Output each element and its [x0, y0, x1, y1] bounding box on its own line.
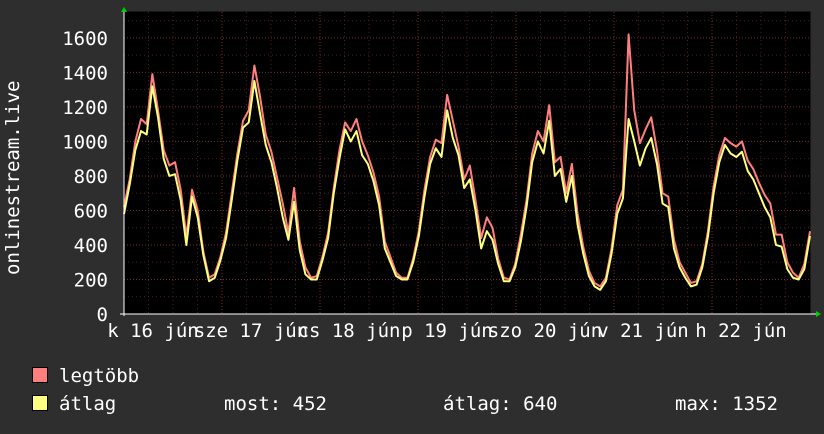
legend-label-max: legtöbb: [59, 365, 140, 387]
y-tick-label: 400: [74, 235, 108, 257]
y-tick-label: 1200: [62, 97, 108, 119]
x-tick-label: szo 20 jún: [488, 320, 602, 342]
y-tick-label: 1000: [62, 131, 108, 153]
plot-area: [123, 11, 811, 315]
x-tick-label: v 21 jún: [597, 320, 689, 342]
legend-swatch-max: [32, 367, 48, 383]
y-tick-label: 1400: [62, 62, 108, 84]
y-tick-label: 0: [97, 304, 108, 326]
y-axis-arrow: [121, 7, 127, 12]
y-axis-title: onlinestream.live: [2, 81, 24, 275]
stat-current: most: 452: [224, 393, 327, 415]
x-tick-label: cs 18 jún: [298, 320, 401, 342]
stat-average: átlag: 640: [443, 393, 558, 415]
x-tick-label: h 22 jún: [695, 320, 787, 342]
legend-row-avg: átlag most: 452 átlag: 640 max: 1352: [32, 390, 812, 418]
stat-max: max: 1352: [675, 393, 778, 415]
x-axis-arrow: [816, 311, 821, 317]
y-tick-label: 1600: [62, 28, 108, 50]
legend-swatch-avg: [32, 395, 48, 411]
x-tick-label: p 19 jún: [401, 320, 493, 342]
x-tick-label: sze 17 jún: [194, 320, 308, 342]
x-tick-label: k 16 jún: [107, 320, 199, 342]
y-tick-label: 600: [74, 200, 108, 222]
series-line-max: [123, 33, 811, 288]
legend-row-max: legtöbb: [32, 362, 812, 390]
grid-layer: [124, 12, 810, 314]
legend: legtöbb átlag most: 452 átlag: 640 max: …: [32, 362, 812, 418]
legend-label-avg: átlag: [59, 393, 117, 415]
series-line-avg: [123, 80, 811, 291]
axis-layer: [120, 7, 821, 317]
series-layer: [123, 33, 811, 291]
label-layer: 0 200 400 600 800 1000 1200 1400 1600 k 16 júnsze…: [62, 28, 787, 342]
y-tick-label: 800: [74, 166, 108, 188]
y-tick-label: 200: [74, 269, 108, 291]
